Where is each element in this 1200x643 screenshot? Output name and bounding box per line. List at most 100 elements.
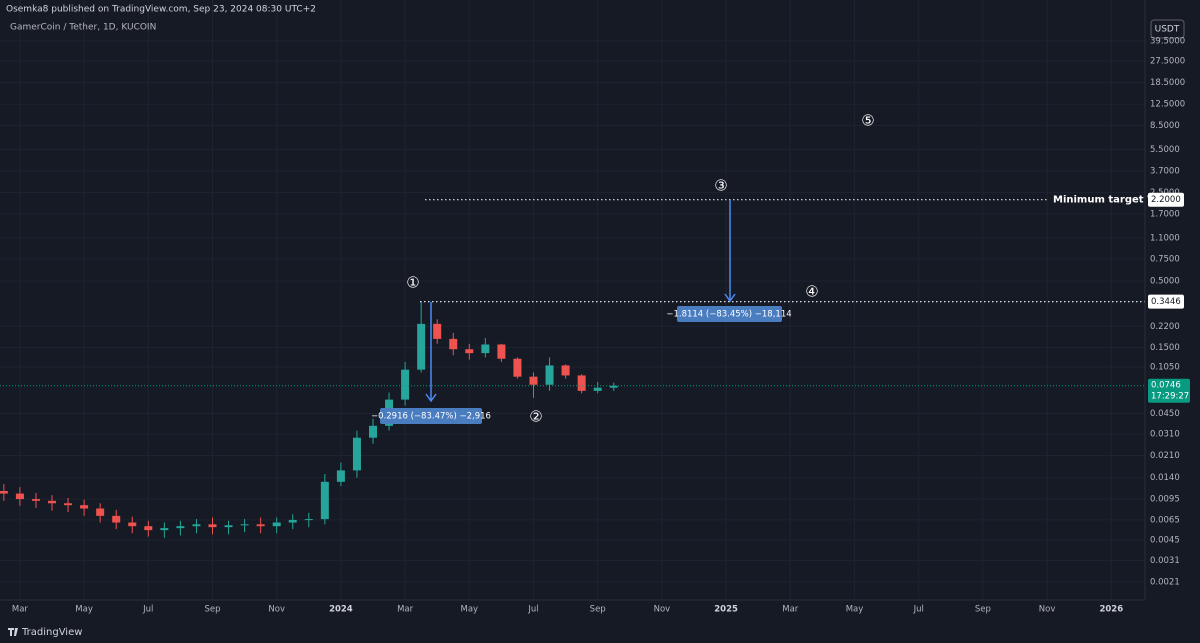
candle-body	[192, 524, 201, 527]
candle-body	[48, 500, 57, 504]
last-price-box	[1148, 378, 1190, 403]
x-tick-label: Mar	[12, 605, 29, 615]
y-tick-label: 0.0140	[1150, 473, 1180, 483]
x-tick-label: Sep	[975, 605, 991, 615]
candle-body	[336, 470, 345, 482]
candle-body	[144, 526, 153, 531]
x-tick-label: Mar	[397, 605, 414, 615]
y-tick-label: 0.7500	[1150, 254, 1180, 264]
x-tick-label: Sep	[590, 605, 606, 615]
x-tick-label: May	[75, 605, 93, 615]
y-tick-label: 0.2200	[1150, 322, 1180, 332]
candle-body	[256, 524, 265, 527]
candle-body	[561, 365, 570, 376]
candle-body	[529, 376, 538, 385]
y-tick-label: 0.1500	[1150, 343, 1180, 353]
x-tick-label: 2026	[1099, 605, 1123, 615]
level-note: Minimum target W3	[1053, 195, 1165, 206]
x-tick-label: May	[461, 605, 479, 615]
y-tick-label: 18.5000	[1150, 78, 1185, 88]
brand-logo	[8, 628, 18, 636]
candle-body	[513, 358, 522, 377]
wave-label: ④	[805, 283, 818, 301]
currency-box[interactable]	[1150, 19, 1185, 39]
candle-body	[176, 526, 185, 529]
y-tick-label: 0.1050	[1150, 362, 1180, 372]
x-tick-label: 2024	[329, 605, 353, 615]
arrow-head	[724, 293, 736, 303]
candle-body	[320, 481, 329, 520]
candle-body	[593, 387, 602, 391]
candle-body	[288, 519, 297, 523]
candle-body	[577, 375, 586, 391]
candle-body	[465, 349, 474, 354]
candle-body	[31, 499, 40, 501]
y-tick-label: 39.5000	[1150, 36, 1185, 46]
candle-body	[160, 528, 169, 531]
candle-body	[417, 323, 426, 370]
x-tick-label: Nov	[268, 605, 285, 615]
wave-label: ⑤	[861, 112, 874, 130]
y-tick-label: 0.0210	[1150, 451, 1180, 461]
y-tick-label: 12.5000	[1150, 100, 1185, 110]
y-tick-label: 0.5000	[1150, 277, 1180, 287]
candle-body	[240, 524, 249, 526]
candle-body	[481, 344, 490, 354]
candle-body	[609, 385, 618, 388]
candle-body	[401, 369, 410, 400]
x-tick-label: Nov	[654, 605, 671, 615]
brand: TradingView	[21, 627, 82, 638]
level-label: 0.3446	[1151, 297, 1181, 307]
measure-label: −0.2916 (−83.47%) −2,916	[371, 412, 491, 422]
measure-label: −1.8114 (−83.45%) −18,114	[666, 310, 791, 320]
publisher: Osemka8 published on TradingView.com, Se…	[6, 5, 316, 15]
x-tick-label: Jul	[913, 605, 924, 615]
y-tick-label: 1.7000	[1150, 209, 1180, 219]
candle-body	[272, 522, 281, 527]
candle-body	[368, 425, 377, 438]
y-tick-label: 0.0450	[1150, 409, 1180, 419]
wave-label: ①	[406, 274, 419, 292]
last-price-label: 0.0746	[1151, 380, 1181, 390]
candle-body	[0, 491, 8, 494]
candle-body	[112, 515, 121, 523]
y-tick-label: 0.0095	[1150, 495, 1180, 505]
x-tick-label: Jul	[142, 605, 153, 615]
grid	[0, 0, 1145, 600]
y-tick-label: 0.0065	[1150, 515, 1180, 525]
arrow-head	[425, 393, 437, 403]
candle-body	[64, 503, 73, 506]
symbol: GamerCoin / Tether, 1D, KUCOIN	[10, 23, 156, 33]
currency[interactable]: USDT	[1155, 25, 1180, 35]
y-tick-label: 1.1000	[1150, 233, 1180, 243]
y-axis: 39.5000 27.5000 18.5000 12.5000 8.5000 5.5000…	[12, 36, 1190, 615]
x-tick-label: Nov	[1039, 605, 1056, 615]
measure-box	[677, 306, 782, 322]
candle-body	[208, 524, 217, 528]
measure-box	[380, 408, 482, 424]
x-tick-label: Sep	[204, 605, 220, 615]
candle-body	[224, 525, 233, 528]
measure-arrows	[425, 200, 736, 403]
x-tick-label: Mar	[782, 605, 799, 615]
level-label: 2.2000	[1151, 195, 1181, 205]
candle-body	[304, 519, 313, 521]
candle-body	[352, 437, 361, 471]
level-label-box	[1148, 294, 1184, 309]
level-label-box	[1148, 192, 1184, 207]
candle-body	[545, 365, 554, 385]
y-tick-label: 8.5000	[1150, 121, 1180, 131]
y-tick-label: 5.5000	[1150, 145, 1180, 155]
wave-label: ②	[529, 408, 542, 426]
candle-body	[96, 508, 105, 516]
countdown: 17:29:27	[1151, 391, 1189, 401]
candle-body	[15, 493, 24, 500]
candle-body	[449, 338, 458, 350]
x-tick-label: May	[846, 605, 864, 615]
wave-label: ③	[714, 177, 727, 195]
x-tick-label: 2025	[714, 605, 738, 615]
candle-body	[433, 323, 442, 339]
y-tick-label: 0.0031	[1150, 556, 1180, 566]
